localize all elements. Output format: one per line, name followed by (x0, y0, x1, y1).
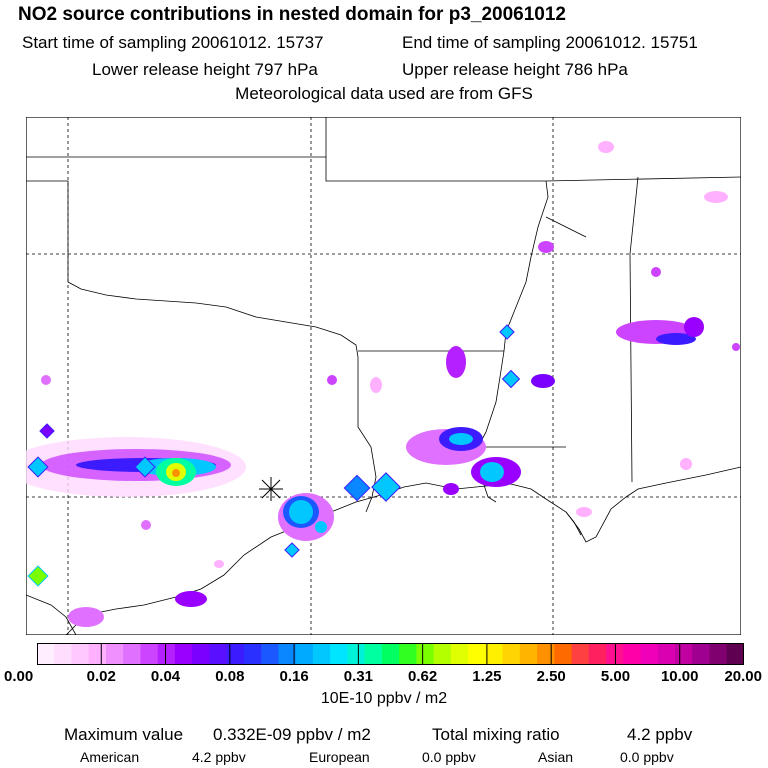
colorbar-swatch (726, 643, 744, 665)
colorbar-swatch (468, 643, 486, 665)
colorbar-tick-label: 0.16 (279, 668, 309, 685)
colorbar-border (37, 643, 744, 665)
colorbar-swatch (157, 643, 176, 665)
colorbar-tick-label: 10.00 (660, 668, 699, 685)
state-boundaries (26, 117, 741, 513)
concentration-plumes (26, 141, 740, 627)
region-european-value: 0.0 ppbv (422, 749, 476, 765)
colorbar-swatch (243, 643, 262, 665)
colorbar-swatch (709, 643, 728, 665)
border-river (26, 594, 77, 635)
colorbar-swatch (588, 643, 607, 665)
colorbar-swatch (312, 643, 331, 665)
colorbar-tick-label: 0.04 (150, 668, 181, 685)
colorbar-swatch (278, 643, 297, 665)
region-american-name: American (80, 749, 140, 765)
colorbar-swatch (364, 643, 383, 665)
colorbar-swatch (450, 643, 469, 665)
colorbar-swatch (226, 643, 245, 665)
lower-release-height: Lower release height 797 hPa (92, 60, 318, 79)
colorbar-tick-label: 1.25 (472, 668, 502, 685)
colorbar-swatch (433, 643, 452, 665)
region-asian-value: 0.0 ppbv (620, 749, 674, 765)
colorbar-swatch (192, 643, 210, 665)
colorbar-tick-label: 0.31 (343, 668, 373, 685)
concentration-map (26, 117, 741, 635)
colorbar-tick-label: 5.00 (600, 668, 631, 685)
met-data-source: Meteorological data used are from GFS (235, 84, 533, 103)
colorbar-swatch (640, 643, 659, 665)
colorbar-swatch (537, 643, 555, 665)
max-value-label: Maximum value (64, 725, 184, 744)
colorbar-swatch (502, 643, 521, 665)
region-european-name: European (309, 749, 370, 765)
colorbar-swatch (381, 643, 400, 665)
colorbar-tick-label: 0.08 (215, 668, 245, 685)
colorbar-tick-label: 0.62 (408, 668, 438, 685)
colorbar-ticks: 0.00 0.02 0.04 0.08 0.16 0.31 0.62 1.25 2.50 5.00… (0, 668, 768, 688)
colorbar-tick-label: 0.02 (86, 668, 116, 685)
region-american-value: 4.2 ppbv (192, 749, 246, 765)
colorbar-swatch (54, 643, 72, 665)
colorbar-swatch (37, 643, 55, 665)
colorbar-swatch (657, 643, 676, 665)
colorbar-swatch (295, 643, 314, 665)
release-point-marker (259, 477, 283, 501)
colorbar-tick-label: 2.50 (536, 668, 566, 685)
colorbar-swatch (623, 643, 642, 665)
colorbar-swatch (261, 643, 279, 665)
colorbar-swatch (519, 643, 538, 665)
map-frame (26, 117, 741, 635)
max-value: 0.332E-09 ppbv / m2 (213, 725, 371, 744)
colorbar-swatch (140, 643, 159, 665)
colorbar-swatch (330, 643, 348, 665)
coastline (65, 466, 741, 635)
start-time: Start time of sampling 20061012. 15737 (22, 33, 324, 52)
colorbar-swatch (571, 643, 590, 665)
colorbar-swatch (399, 643, 417, 665)
colorbar-swatch (105, 643, 124, 665)
colorbar-tick-label: 0.00 (4, 668, 34, 685)
colorbar-swatch (174, 643, 193, 665)
colorbar-units: 10E-10 ppbv / m2 (320, 690, 448, 707)
colorbar-swatch (416, 643, 435, 665)
colorbar-swatch (554, 643, 573, 665)
total-mixing-label: Total mixing ratio (432, 725, 560, 744)
colorbar-swatch (88, 643, 107, 665)
region-asian-name: Asian (538, 749, 574, 765)
colorbar-swatch (123, 643, 141, 665)
colorbar-swatch (71, 643, 90, 665)
colorbar-swatch (606, 643, 624, 665)
colorbar-tick-label: 20.00 (724, 668, 762, 685)
end-time: End time of sampling 20061012. 15751 (402, 33, 698, 52)
colorbar-swatch (347, 643, 366, 665)
colorbar (37, 643, 744, 665)
colorbar-swatch (485, 643, 504, 665)
colorbar-swatch (209, 643, 228, 665)
total-mixing-value: 4.2 ppbv (627, 725, 693, 744)
map-title: NO2 source contributions in nested domai… (18, 4, 566, 25)
colorbar-swatch (692, 643, 711, 665)
upper-release-height: Upper release height 786 hPa (402, 60, 628, 79)
colorbar-swatch (675, 643, 693, 665)
